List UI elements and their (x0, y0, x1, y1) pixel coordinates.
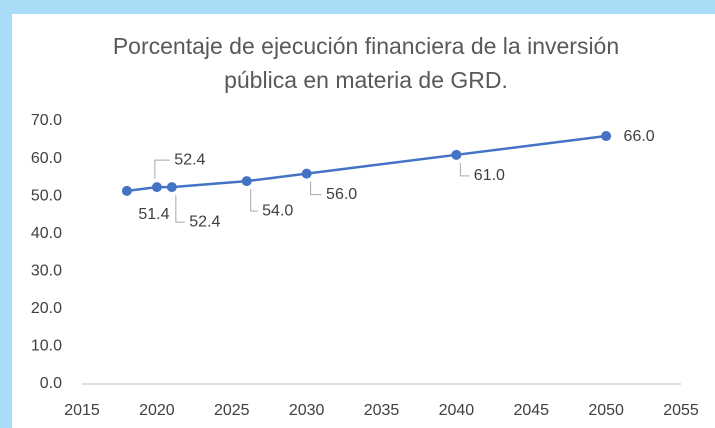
y-tick-label: 30.0 (31, 263, 62, 280)
chart-title: pública en materia de GRD. (224, 67, 508, 93)
y-tick-label: 70.0 (31, 112, 62, 129)
chart-title: Porcentaje de ejecución financiera de la… (113, 33, 619, 59)
data-label: 66.0 (624, 128, 655, 145)
data-point (601, 131, 612, 142)
x-tick-label: 2055 (663, 402, 699, 419)
x-tick-label: 2035 (364, 402, 400, 419)
y-tick-label: 50.0 (31, 187, 62, 204)
data-point (301, 168, 312, 179)
y-tick-label: 60.0 (31, 150, 62, 167)
data-label: 52.4 (189, 213, 220, 230)
data-label: 54.0 (262, 202, 293, 219)
x-tick-label: 2030 (289, 402, 325, 419)
x-tick-label: 2045 (513, 402, 549, 419)
y-tick-label: 0.0 (40, 375, 62, 392)
x-tick-label: 2020 (139, 402, 175, 419)
data-point (151, 182, 162, 193)
x-tick-label: 2015 (64, 402, 100, 419)
data-point (241, 176, 252, 187)
y-tick-label: 20.0 (31, 300, 62, 317)
leader-line (459, 162, 470, 177)
data-label: 61.0 (474, 167, 505, 184)
data-label: 56.0 (326, 186, 357, 203)
data-point (451, 149, 462, 160)
chart-area (12, 14, 715, 428)
leader-line (175, 195, 185, 223)
data-point (121, 185, 132, 196)
x-tick-label: 2025 (214, 402, 250, 419)
data-label: 52.4 (174, 151, 205, 168)
y-tick-label: 40.0 (31, 225, 62, 242)
leader-line (154, 159, 170, 180)
leader-line (310, 181, 322, 196)
leader-line (250, 189, 258, 212)
data-label: 51.4 (138, 206, 169, 223)
x-tick-label: 2040 (439, 402, 475, 419)
data-point (166, 182, 177, 193)
x-tick-label: 2050 (588, 402, 624, 419)
y-tick-label: 10.0 (31, 338, 62, 355)
